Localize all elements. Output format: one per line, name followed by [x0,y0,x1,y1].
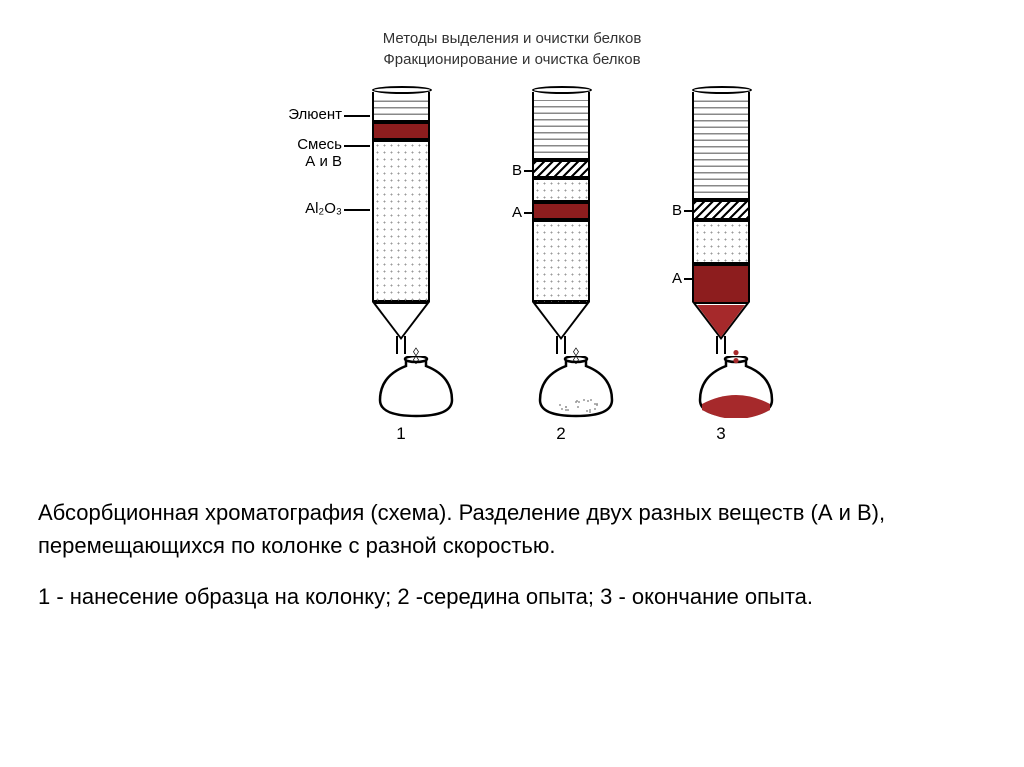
column-number: 1 [372,424,430,444]
chromatography-column-2: ◊ ◊ 2 [532,92,590,444]
eluate-drops: ◊ ◊ [573,348,579,364]
band-solid-red [534,202,588,220]
title-line-2: Фракционирование и очистка белков [0,49,1024,70]
band-label-B: B [502,162,522,179]
column-tube [532,92,590,302]
band-hatched [534,160,588,178]
tube-top-ellipse [372,86,433,94]
chromatography-column-3: ● ● 3 [692,92,750,444]
side-label: Элюент [232,106,342,123]
band-dotted [534,178,588,202]
pointer-line [344,209,370,211]
column-number: 3 [692,424,750,444]
pointer-line [524,212,532,214]
slide-title: Методы выделения и очистки белков Фракци… [0,0,1024,70]
pointer-line [344,145,370,147]
band-hatched [694,200,748,220]
tube-top-ellipse [532,86,593,94]
pointer-line [524,170,532,172]
collection-flask: ● ● [692,356,780,418]
column-number: 2 [532,424,590,444]
collection-flask: ◊ ◊ [532,356,620,418]
pointer-line [684,278,692,280]
column-funnel [372,302,430,340]
side-label: Смесь А и В [232,136,342,170]
caption-paragraph-2: 1 - нанесение образца на колонку; 2 -сер… [38,580,986,613]
caption-block: Абсорбционная хроматография (схема). Раз… [0,468,1024,613]
side-label: Al₂O₃ [232,200,342,217]
band-label-A: A [502,204,522,221]
pointer-line [344,115,370,117]
band-solid-red [374,122,428,140]
pointer-line [684,210,692,212]
band-liquid-lines [374,100,428,122]
chromatography-diagram: Элюент Смесь А и В Al₂O₃ ◊ ◊ 1 B A ◊ ◊ 2 B A ● ●… [232,88,792,468]
band-dotted [534,220,588,302]
eluate-drops: ● ● [732,348,739,364]
band-dotted [374,140,428,302]
band-liquid-lines [694,100,748,200]
collection-flask: ◊ ◊ [372,356,460,418]
band-label-A: A [662,270,682,287]
eluate-drops: ◊ ◊ [413,348,419,364]
band-label-B: B [662,202,682,219]
column-tube [692,92,750,302]
tube-top-ellipse [692,86,753,94]
band-dotted [694,220,748,264]
column-funnel [532,302,590,340]
chromatography-column-1: ◊ ◊ 1 [372,92,430,444]
band-liquid-lines [534,100,588,160]
band-solid-red [694,264,748,302]
title-line-1: Методы выделения и очистки белков [0,28,1024,49]
column-funnel [692,302,750,340]
caption-paragraph-1: Абсорбционная хроматография (схема). Раз… [38,496,986,562]
column-tube [372,92,430,302]
